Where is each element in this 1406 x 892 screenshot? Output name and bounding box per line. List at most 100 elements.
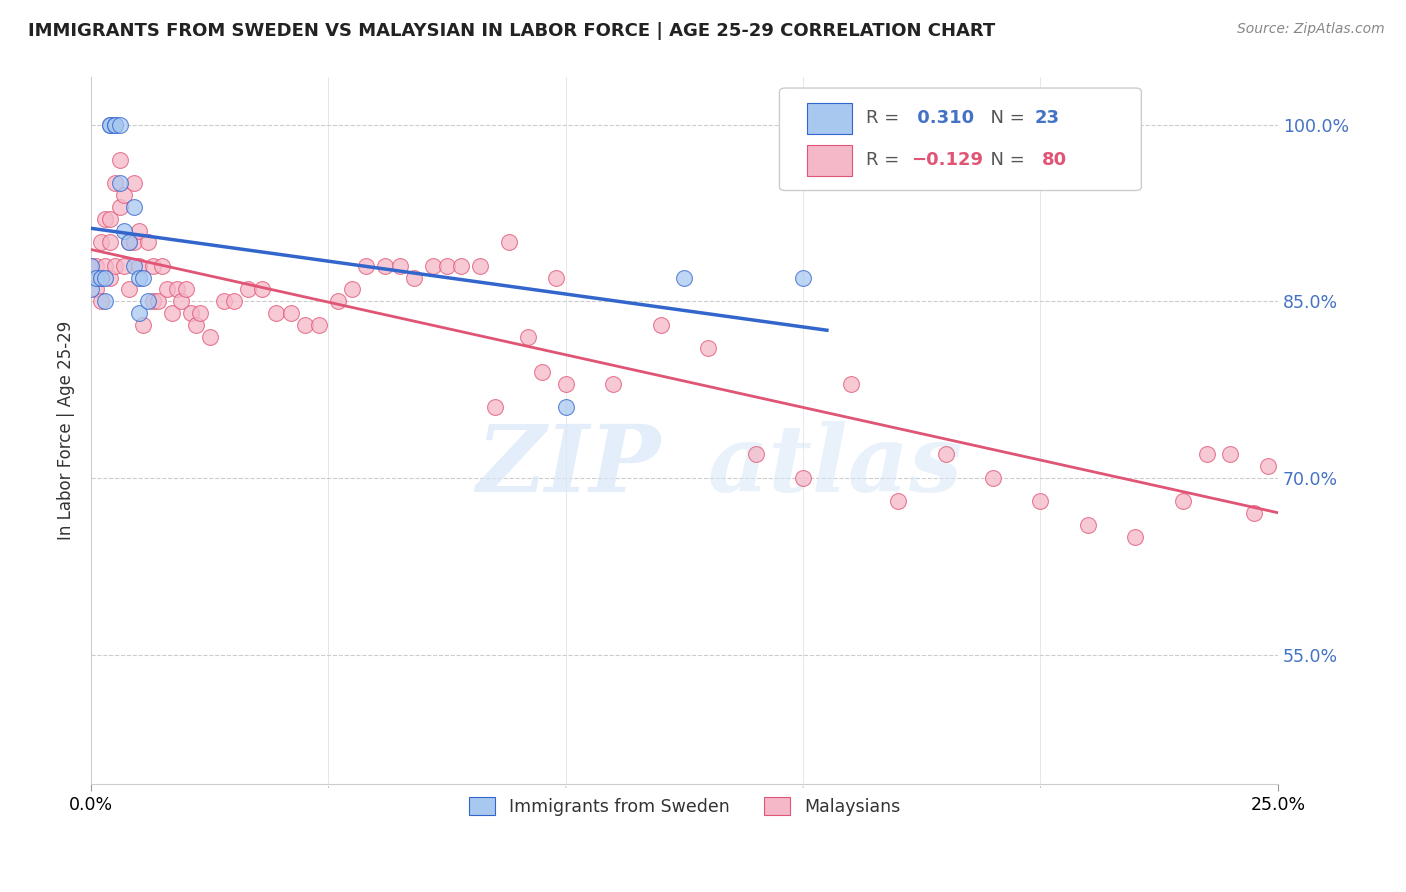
Point xyxy=(935,447,957,461)
Point xyxy=(498,235,520,250)
Point xyxy=(212,294,235,309)
Point xyxy=(80,259,103,273)
Point xyxy=(170,294,193,309)
Point xyxy=(80,259,103,273)
Text: IMMIGRANTS FROM SWEDEN VS MALAYSIAN IN LABOR FORCE | AGE 25-29 CORRELATION CHART: IMMIGRANTS FROM SWEDEN VS MALAYSIAN IN L… xyxy=(28,22,995,40)
Text: atlas: atlas xyxy=(709,421,963,511)
Point xyxy=(142,259,165,273)
Point xyxy=(108,118,131,132)
Point xyxy=(184,318,207,332)
Point xyxy=(128,306,150,320)
Point xyxy=(236,282,259,296)
Point xyxy=(981,471,1004,485)
Point xyxy=(650,318,672,332)
Point xyxy=(118,282,141,296)
Point xyxy=(112,259,135,273)
Point xyxy=(108,153,131,167)
Legend: Immigrants from Sweden, Malaysians: Immigrants from Sweden, Malaysians xyxy=(460,789,908,825)
Point xyxy=(118,235,141,250)
Point xyxy=(104,118,127,132)
Text: Source: ZipAtlas.com: Source: ZipAtlas.com xyxy=(1237,22,1385,37)
Point xyxy=(98,118,121,132)
Point xyxy=(554,376,576,391)
Point xyxy=(122,235,145,250)
Text: N =: N = xyxy=(979,110,1031,128)
Point xyxy=(554,401,576,415)
FancyBboxPatch shape xyxy=(807,103,852,134)
Point xyxy=(1077,518,1099,533)
Point xyxy=(94,211,117,226)
Text: −0.129: −0.129 xyxy=(911,152,983,169)
Point xyxy=(90,294,112,309)
Point xyxy=(436,259,458,273)
Point xyxy=(1171,494,1194,508)
Point xyxy=(602,376,624,391)
Point xyxy=(122,200,145,214)
Y-axis label: In Labor Force | Age 25-29: In Labor Force | Age 25-29 xyxy=(58,321,75,541)
Point xyxy=(98,270,121,285)
Point xyxy=(402,270,425,285)
Point xyxy=(374,259,396,273)
Point xyxy=(108,177,131,191)
Point xyxy=(308,318,330,332)
Point xyxy=(792,270,814,285)
Point xyxy=(122,177,145,191)
Point xyxy=(1125,530,1147,544)
Point xyxy=(294,318,316,332)
FancyBboxPatch shape xyxy=(779,88,1142,191)
Point xyxy=(1195,447,1218,461)
Point xyxy=(156,282,179,296)
Point xyxy=(94,270,117,285)
Point xyxy=(174,282,197,296)
Point xyxy=(90,270,112,285)
Point xyxy=(142,294,165,309)
Point xyxy=(388,259,411,273)
Point xyxy=(198,329,221,343)
Point xyxy=(250,282,273,296)
Point xyxy=(104,177,127,191)
Point xyxy=(128,223,150,237)
Point xyxy=(280,306,302,320)
Point xyxy=(98,118,121,132)
Point xyxy=(80,282,103,296)
Point xyxy=(546,270,568,285)
Point xyxy=(84,270,107,285)
Point xyxy=(1219,447,1241,461)
Point xyxy=(1029,494,1052,508)
Point xyxy=(98,235,121,250)
Point xyxy=(1243,506,1265,520)
Point xyxy=(222,294,245,309)
Point xyxy=(470,259,492,273)
Point xyxy=(422,259,444,273)
Point xyxy=(484,401,506,415)
Point xyxy=(160,306,183,320)
Point xyxy=(744,447,766,461)
Point xyxy=(166,282,188,296)
FancyBboxPatch shape xyxy=(807,145,852,176)
Point xyxy=(887,494,910,508)
Point xyxy=(531,365,554,379)
Point xyxy=(108,200,131,214)
Point xyxy=(90,235,112,250)
Point xyxy=(136,294,159,309)
Point xyxy=(84,259,107,273)
Point xyxy=(132,318,155,332)
Point xyxy=(112,223,135,237)
Point xyxy=(84,282,107,296)
Point xyxy=(697,341,720,355)
Point xyxy=(128,270,150,285)
Point xyxy=(104,259,127,273)
Point xyxy=(122,259,145,273)
Point xyxy=(356,259,378,273)
Point xyxy=(264,306,287,320)
Point xyxy=(136,235,159,250)
Point xyxy=(839,376,862,391)
Point xyxy=(128,259,150,273)
Point xyxy=(90,270,112,285)
Point xyxy=(188,306,211,320)
Point xyxy=(792,471,814,485)
Point xyxy=(104,118,127,132)
Text: 0.310: 0.310 xyxy=(911,110,974,128)
Text: 23: 23 xyxy=(1035,110,1060,128)
Text: R =: R = xyxy=(866,152,905,169)
